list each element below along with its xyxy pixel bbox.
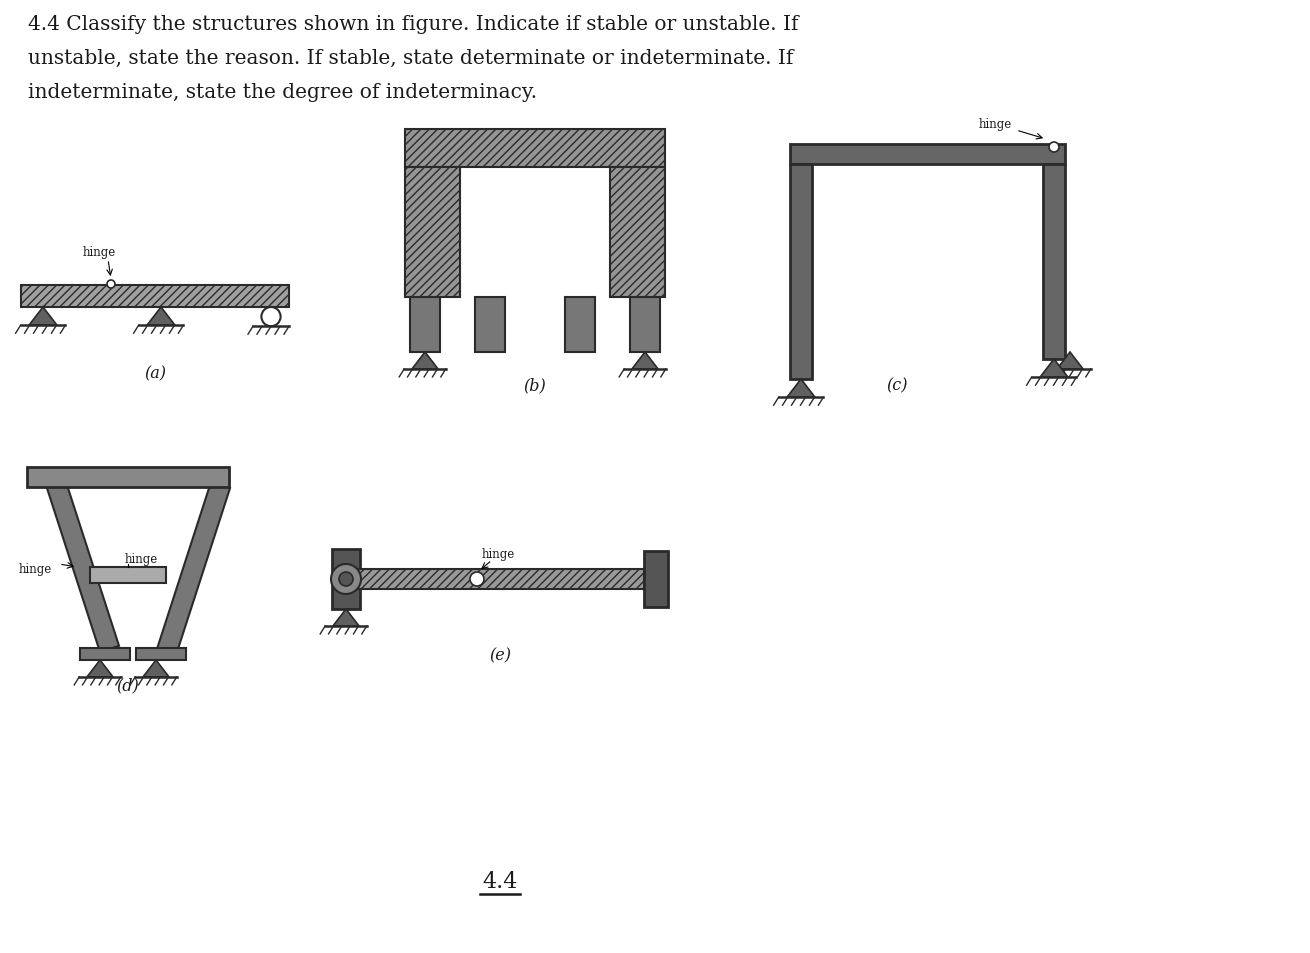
Text: 4.4: 4.4 <box>482 870 517 892</box>
Polygon shape <box>86 660 113 678</box>
Bar <box>565 297 595 353</box>
Text: hinge: hinge <box>979 118 1013 131</box>
Polygon shape <box>1040 359 1068 377</box>
Circle shape <box>331 564 362 595</box>
Polygon shape <box>787 379 815 397</box>
Bar <box>80 648 130 660</box>
Bar <box>90 567 166 583</box>
Circle shape <box>1049 143 1058 152</box>
Polygon shape <box>147 308 176 326</box>
Circle shape <box>262 308 280 327</box>
Circle shape <box>107 281 115 289</box>
Bar <box>790 145 1065 165</box>
Text: hinge: hinge <box>124 553 159 565</box>
Circle shape <box>339 573 352 586</box>
Polygon shape <box>45 476 119 652</box>
Text: (a): (a) <box>144 365 166 381</box>
Bar <box>476 297 504 353</box>
Polygon shape <box>1057 353 1083 370</box>
Bar <box>405 130 665 168</box>
Text: hinge: hinge <box>83 246 117 258</box>
Text: indeterminate, state the degree of indeterminacy.: indeterminate, state the degree of indet… <box>28 83 537 102</box>
Polygon shape <box>156 482 231 659</box>
Bar <box>610 168 665 297</box>
Text: (b): (b) <box>524 376 546 394</box>
Text: (d): (d) <box>117 677 139 693</box>
Bar <box>331 550 360 609</box>
Bar <box>28 468 229 488</box>
Text: hinge: hinge <box>482 547 515 560</box>
Bar <box>645 552 668 607</box>
Circle shape <box>470 573 483 586</box>
Bar <box>1043 165 1065 359</box>
Bar <box>358 569 645 589</box>
Polygon shape <box>143 660 169 678</box>
Polygon shape <box>631 353 658 370</box>
Bar <box>630 297 660 353</box>
Bar <box>21 286 290 308</box>
Polygon shape <box>29 308 58 326</box>
Text: unstable, state the reason. If stable, state determinate or indeterminate. If: unstable, state the reason. If stable, s… <box>28 49 794 68</box>
Text: (c): (c) <box>887 376 908 394</box>
Text: hinge: hinge <box>20 562 52 576</box>
Bar <box>136 648 186 660</box>
Polygon shape <box>413 353 438 370</box>
Bar <box>410 297 440 353</box>
Text: (e): (e) <box>489 646 511 663</box>
Bar <box>405 168 460 297</box>
Text: 4.4 Classify the structures shown in figure. Indicate if stable or unstable. If: 4.4 Classify the structures shown in fig… <box>28 15 799 34</box>
Polygon shape <box>333 609 359 626</box>
Bar <box>790 165 812 379</box>
